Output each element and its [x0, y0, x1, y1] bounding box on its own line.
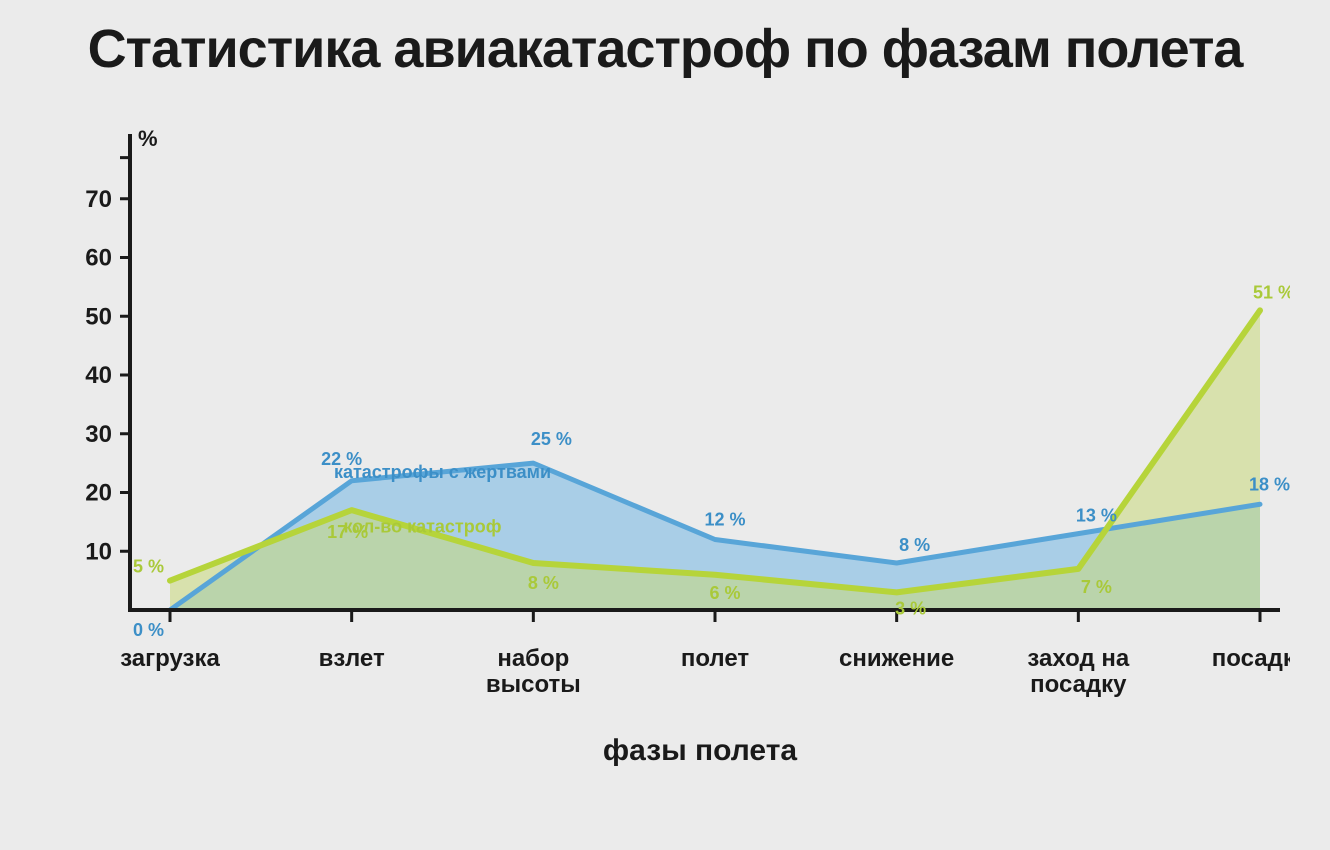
x-category-label: загрузка: [120, 645, 220, 672]
x-category-label: снижение: [839, 645, 954, 672]
chart-svg: 10 20 30 40 50 60 70% загрузка взлет наборвысоты п…: [60, 120, 1290, 820]
y-tick-label: 70: [85, 186, 112, 213]
data-label: 25 %: [531, 429, 572, 449]
y-tick-label: 20: [85, 480, 112, 507]
y-tick-label: 10: [85, 538, 112, 565]
x-category-label: посадку: [1030, 671, 1127, 698]
series-label-fatal: катастрофы с жертвами: [334, 462, 551, 482]
data-label: 51 %: [1253, 282, 1290, 302]
data-label: 8 %: [528, 573, 559, 593]
data-label: 12 %: [704, 510, 745, 530]
y-unit-label: %: [138, 126, 158, 151]
x-category-label: высоты: [486, 671, 581, 698]
chart-container: 10 20 30 40 50 60 70% загрузка взлет наборвысоты п…: [60, 120, 1290, 820]
series-label-all: кол-во катастроф: [344, 517, 502, 537]
x-category-label: полет: [681, 645, 750, 672]
data-label: 6 %: [709, 583, 740, 603]
x-category-label: посадка: [1212, 645, 1290, 672]
x-category-label: заход на: [1027, 645, 1129, 672]
page-root: Статистика авиакатастроф по фазам полета…: [0, 0, 1330, 850]
data-label: 8 %: [899, 535, 930, 555]
data-label: 5 %: [133, 557, 164, 577]
data-label: 0 %: [133, 620, 164, 640]
chart-title: Статистика авиакатастроф по фазам полета: [0, 18, 1330, 80]
y-tick-label: 40: [85, 362, 112, 389]
x-category-label: взлет: [319, 645, 385, 672]
data-label: 3 %: [895, 598, 926, 618]
x-category-label: набор: [497, 645, 569, 672]
y-tick-label: 60: [85, 245, 112, 272]
data-label: 7 %: [1081, 577, 1112, 597]
y-tick-label: 30: [85, 421, 112, 448]
data-label: 13 %: [1076, 506, 1117, 526]
data-label: 18 %: [1249, 474, 1290, 494]
x-axis-title: фазы полета: [603, 734, 798, 767]
y-tick-label: 50: [85, 303, 112, 330]
